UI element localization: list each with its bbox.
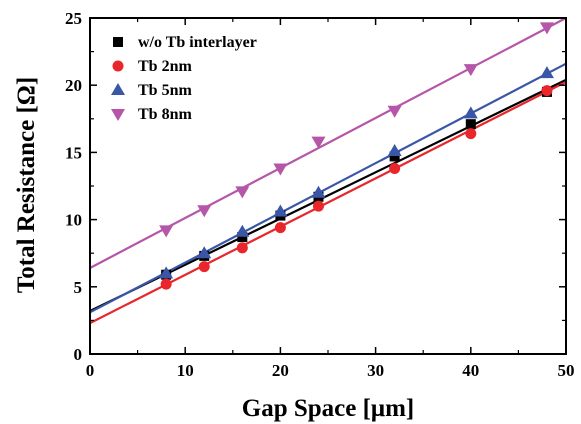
data-markers [159,22,554,290]
data-point-series-2 [235,224,250,237]
data-point-series-3 [159,225,174,238]
data-point-series-1 [389,163,401,175]
data-point-series-1 [465,128,477,140]
legend-marker-2 [111,83,125,95]
y-tick-label: 15 [65,143,82,162]
x-tick-label: 10 [177,361,194,380]
x-axis-title: Gap Space [μm] [242,395,415,422]
legend-marker-3 [111,109,125,121]
data-point-series-3 [273,163,288,176]
data-point-series-0 [237,232,248,243]
legend-label-3: Tb 8nm [138,106,192,123]
legend-label-2: Tb 5nm [138,82,192,99]
data-point-series-2 [273,204,288,217]
data-point-series-3 [387,105,402,118]
data-point-series-2 [311,185,326,198]
legend-label-1: Tb 2nm [138,58,192,75]
x-axis-ticks: 0 10 20 30 40 50 [86,18,575,380]
data-point-series-3 [539,22,554,35]
data-point-series-1 [160,278,172,290]
y-axis-title: Total Resistance [Ω] [13,77,40,293]
fit-line-series-3 [89,17,567,269]
x-tick-label: 0 [86,361,95,380]
y-tick-label: 20 [65,76,82,95]
data-point-series-2 [159,266,174,279]
data-point-series-2 [539,66,554,79]
y-tick-label: 5 [74,278,83,297]
y-tick-label: 10 [65,211,82,230]
legend-marker-0 [113,37,123,47]
y-tick-label: 0 [74,345,83,364]
x-tick-label: 50 [558,361,575,380]
y-tick-label: 25 [65,9,82,28]
legend-marker-1 [112,60,124,72]
data-point-series-2 [197,246,212,259]
x-tick-label: 30 [367,361,384,380]
data-point-series-1 [274,222,286,234]
data-point-series-1 [198,261,210,273]
data-point-series-3 [235,186,250,199]
data-point-series-0 [389,151,400,162]
data-point-series-1 [541,85,553,97]
data-point-series-2 [463,106,478,119]
x-tick-label: 40 [462,361,479,380]
data-point-series-3 [311,136,326,149]
data-point-series-0 [465,119,476,130]
data-point-series-3 [463,64,478,77]
data-point-series-2 [387,144,402,157]
legend: w/o Tb interlayer Tb 2nm Tb 5nm Tb 8nm [111,34,257,123]
y-axis-ticks: 0 5 10 15 20 25 [65,9,566,364]
data-point-series-1 [236,242,248,254]
legend-label-0: w/o Tb interlayer [138,34,257,51]
data-point-series-3 [197,205,212,218]
data-point-series-1 [312,200,324,212]
x-tick-label: 20 [272,361,289,380]
